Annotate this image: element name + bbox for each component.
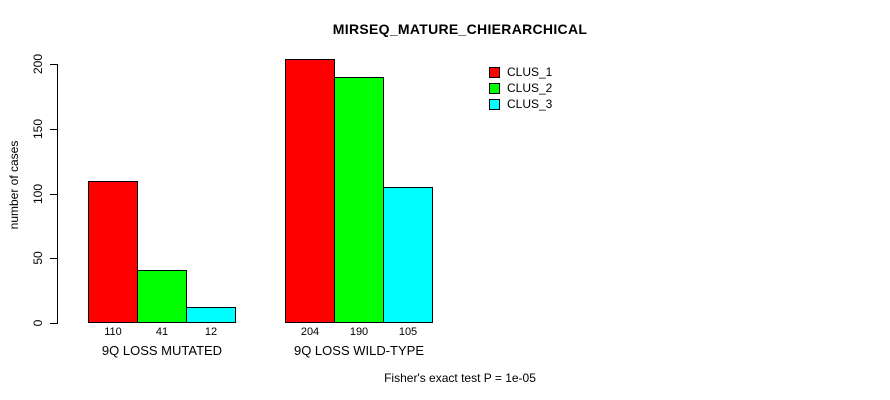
y-axis-line <box>57 64 58 324</box>
y-tick-label: 100 <box>31 183 45 204</box>
bar <box>285 58 335 323</box>
legend: CLUS_1 CLUS_2 CLUS_3 <box>489 64 552 112</box>
bar <box>334 76 384 323</box>
category-label: 9Q LOSS MUTATED <box>101 343 223 358</box>
legend-swatch <box>489 66 500 78</box>
y-tick-label: 200 <box>31 53 45 75</box>
category-label: 9Q LOSS WILD-TYPE <box>293 343 425 358</box>
legend-item: CLUS_3 <box>489 96 552 112</box>
bar <box>137 269 187 323</box>
legend-item: CLUS_2 <box>489 80 552 96</box>
y-tick-label: 150 <box>31 118 45 139</box>
bar-value-label: 105 <box>398 326 418 338</box>
chart-title: MIRSEQ_MATURE_CHIERARCHICAL <box>332 21 588 37</box>
y-tick-label: 50 <box>31 251 45 265</box>
legend-label: CLUS_3 <box>507 97 553 111</box>
legend-swatch <box>489 82 500 94</box>
y-tick <box>50 193 57 195</box>
y-tick <box>50 323 57 324</box>
bar <box>186 307 236 323</box>
y-tick <box>50 258 57 260</box>
bar-value-label: 110 <box>104 326 122 338</box>
bar-value-label: 204 <box>300 326 320 338</box>
bar <box>383 187 433 323</box>
bar <box>88 180 138 323</box>
fisher-test-note: Fisher's exact test P = 1e-05 <box>384 371 536 385</box>
y-tick <box>50 64 57 65</box>
legend-label: CLUS_1 <box>507 65 553 79</box>
bar-value-label: 41 <box>155 326 169 338</box>
y-tick-label: 0 <box>31 319 45 327</box>
legend-swatch <box>489 98 500 110</box>
bar-value-label: 12 <box>204 326 218 338</box>
y-tick <box>50 128 57 130</box>
y-axis-title: number of cases <box>7 140 21 230</box>
legend-item: CLUS_1 <box>489 64 552 80</box>
legend-label: CLUS_2 <box>507 81 553 95</box>
bar-value-label: 190 <box>349 326 369 338</box>
